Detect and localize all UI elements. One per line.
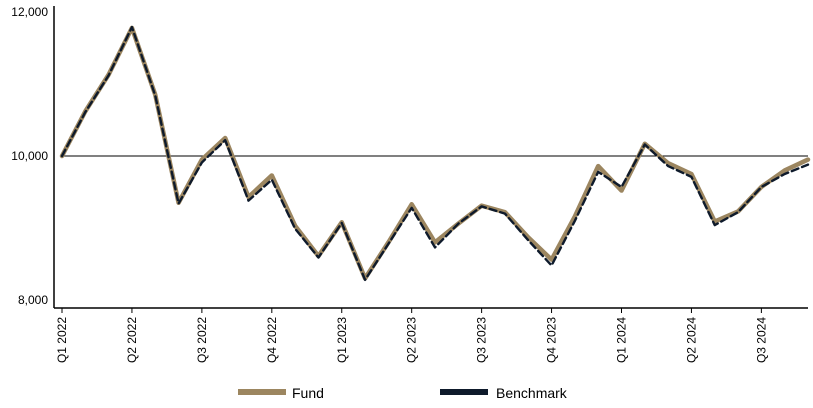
x-tick-label: Q4 2023 [545,317,559,363]
x-tick-label: Q2 2023 [405,317,419,363]
legend-swatch-fund [238,389,286,395]
x-tick-label: Q1 2023 [335,317,349,363]
x-tick-label: Q1 2024 [615,317,629,363]
series-line-fund [59,25,811,281]
y-tick-label: 12,000 [11,5,48,19]
x-tick-label: Q3 2023 [475,317,489,363]
legend-label-fund: Fund [292,385,324,401]
x-tick-labels: Q1 2022 Q2 2022 Q3 2022 Q4 2022 Q1 2023 Q2 20… [55,308,768,363]
x-tick-label: Q2 2022 [125,317,139,363]
x-tick-label: Q4 2022 [265,317,279,363]
y-tick-labels: 8,000 10,000 12,000 [11,5,48,307]
y-tick-label: 10,000 [11,149,48,163]
legend-label-benchmark: Benchmark [496,385,568,401]
y-tick-label: 8,000 [18,293,48,307]
x-tick-label: Q1 2022 [55,317,69,363]
x-tick-label: Q2 2024 [684,317,698,363]
legend: Fund Benchmark [238,385,568,401]
legend-swatch-benchmark [440,389,488,395]
x-tick-label: Q3 2022 [195,317,209,363]
axis-layer [53,6,808,309]
series-layer [59,25,811,282]
x-tick-label: Q3 2024 [754,317,768,363]
series-line-benchmark [60,25,810,282]
